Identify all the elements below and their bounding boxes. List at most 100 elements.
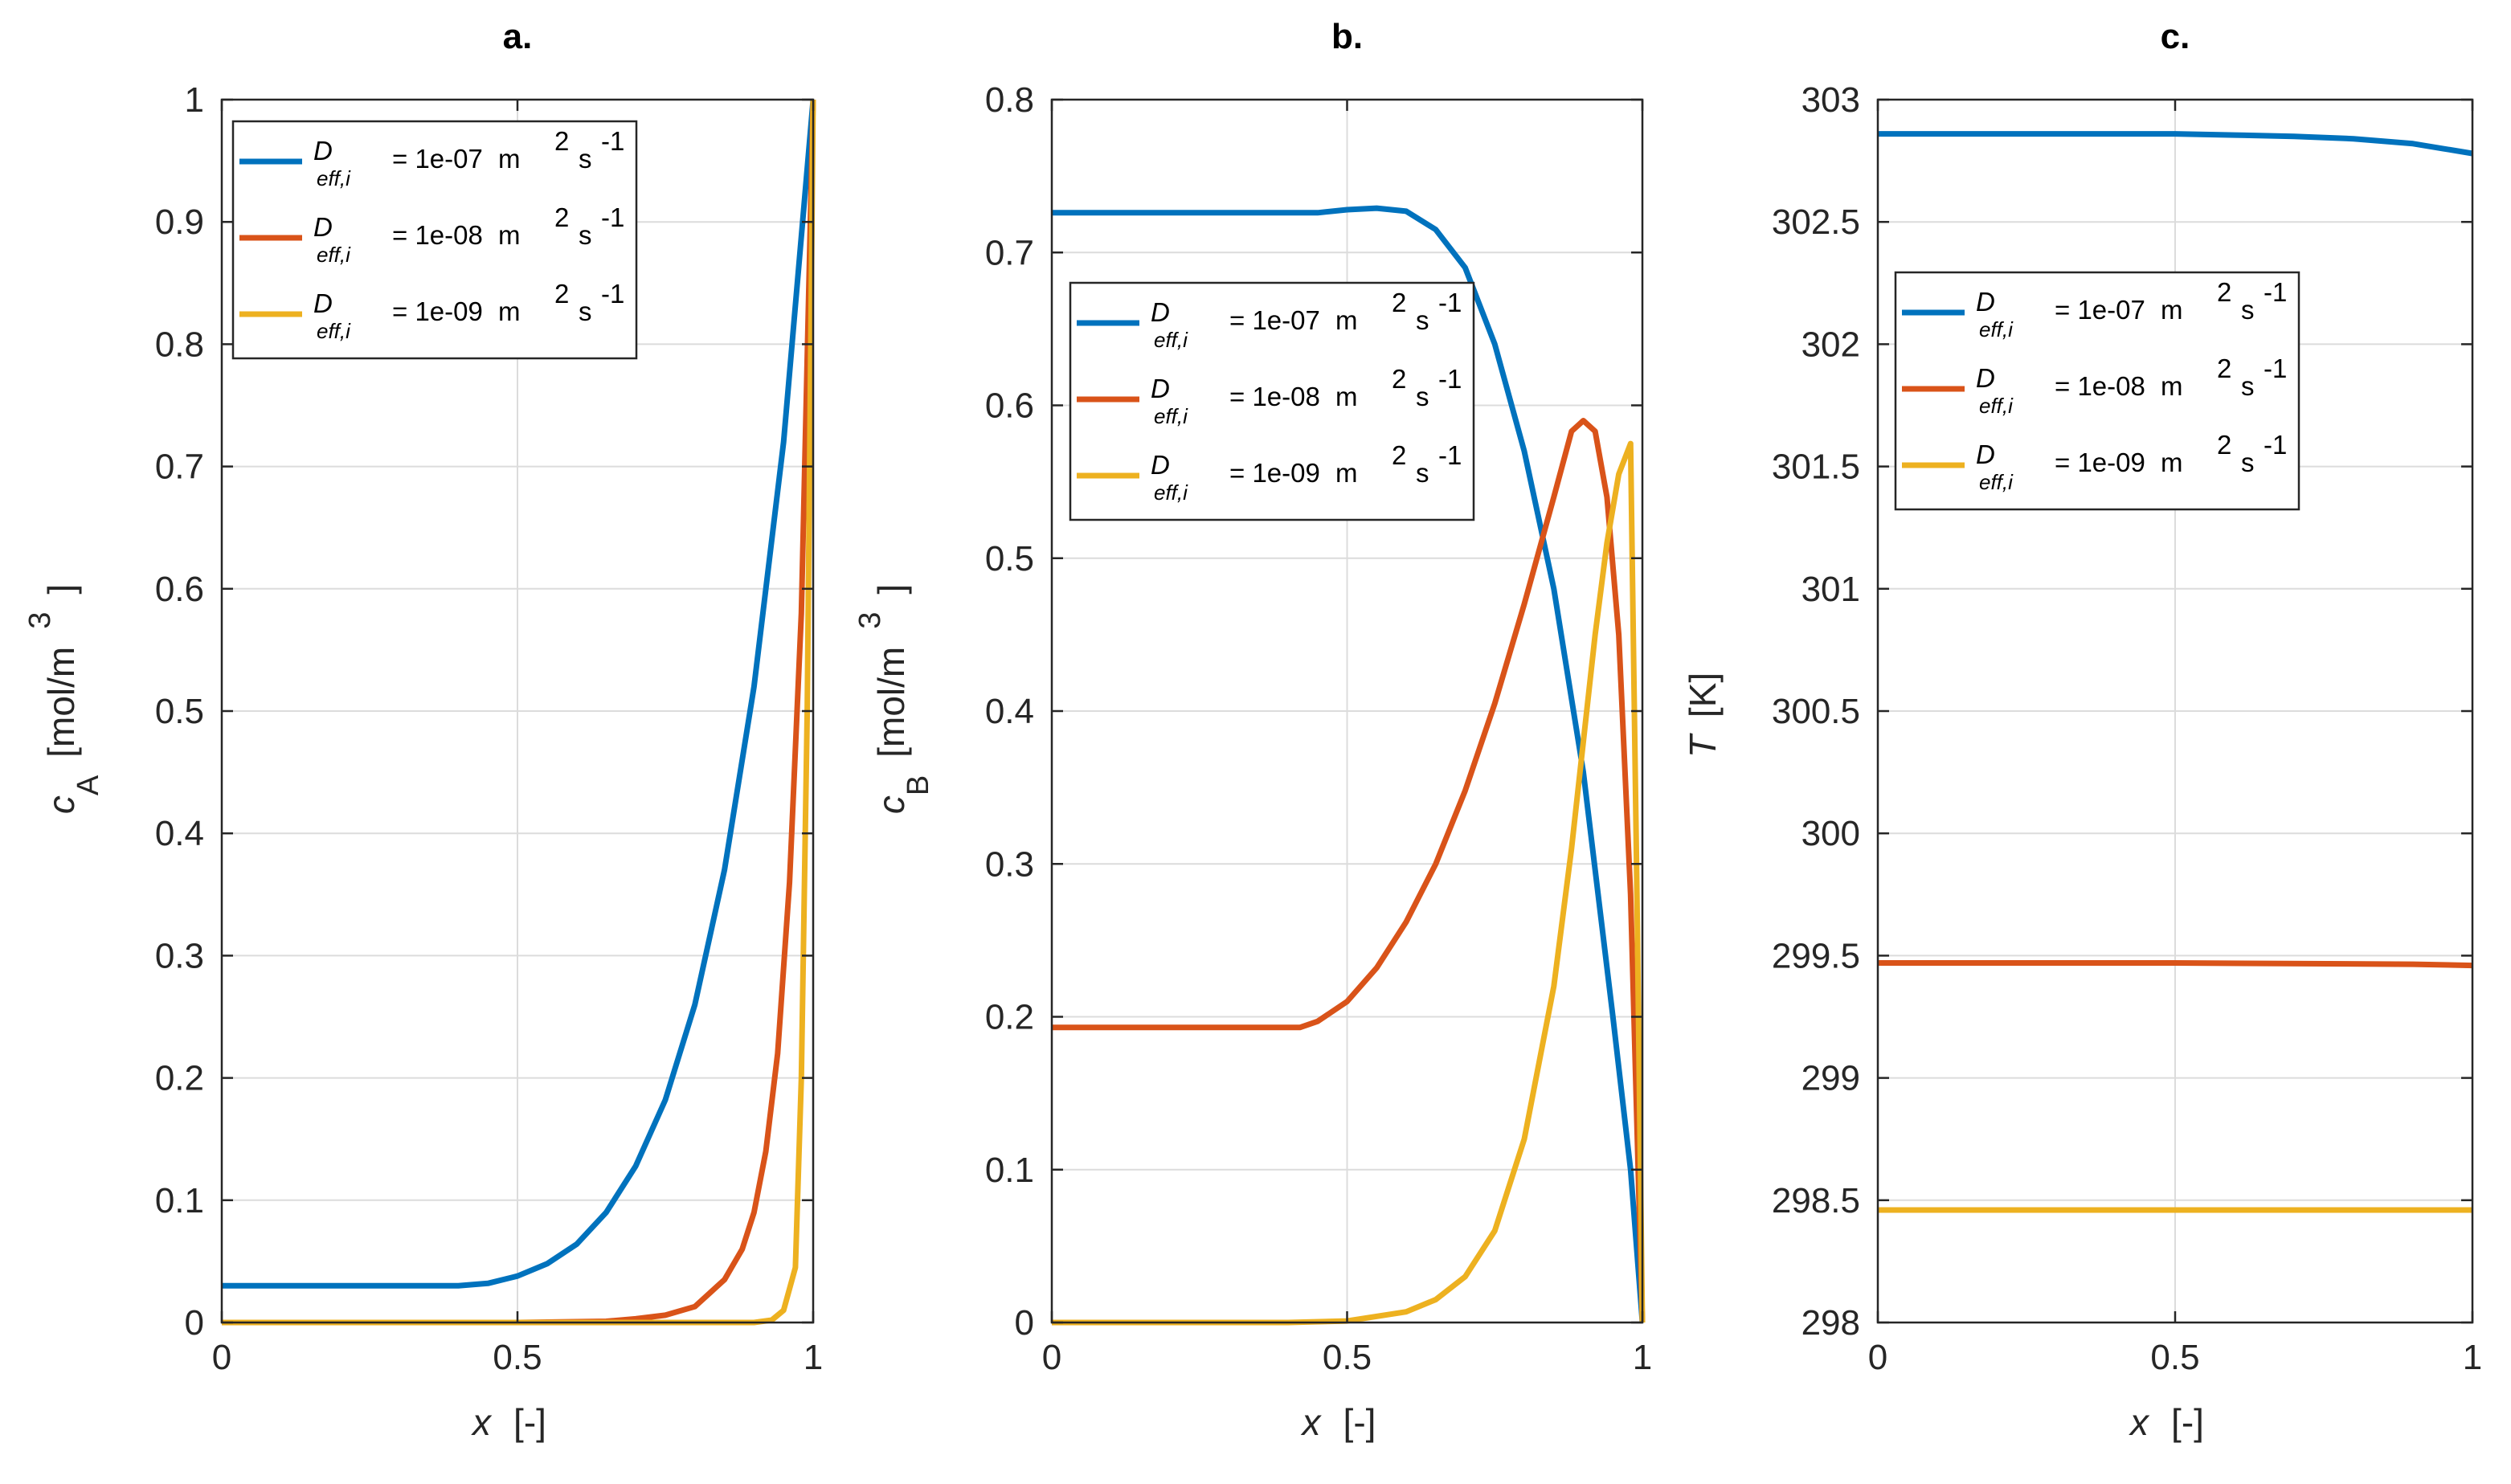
legend-value: = 1e-09 [392,296,483,326]
legend-d-letter: D [1151,374,1170,403]
y-tick-label: 0.8 [985,80,1034,120]
legend-d-sub: eff,i [317,166,351,190]
series-line-1 [1052,205,1646,1323]
y-tick-label: 298 [1801,1303,1860,1343]
legend-sup-neg1: -1 [2264,277,2287,307]
legend-sup-neg1: -1 [1438,364,1462,394]
legend-d-sub: eff,i [1154,480,1188,505]
legend-d-sub: eff,i [317,319,351,343]
y-axis-sup: 3 [853,612,887,629]
legend-sup-neg1: -1 [2264,430,2287,460]
legend-value: = 1e-08 [1229,382,1320,411]
legend-sup-2: 2 [2217,430,2231,460]
y-tick-label: 303 [1801,80,1860,120]
legend-sup-2: 2 [2217,354,2231,383]
legend-d-letter: D [313,212,333,242]
y-tick-label: 0.5 [155,692,204,731]
x-axis-unit: [-] [2171,1401,2204,1443]
legend-d-sub: eff,i [1979,317,2014,341]
legend-sup-neg1: -1 [601,126,624,156]
legend-d-letter: D [1151,297,1170,327]
y-axis-close: ] [870,584,912,595]
legend-unit-s: s [2241,448,2255,477]
legend-sup-2: 2 [1392,364,1406,394]
legend-d-sub: eff,i [1979,470,2014,494]
x-tick-label: 0.5 [1323,1338,1372,1377]
legend-value: = 1e-09 [1229,458,1320,488]
legend-sup-neg1: -1 [601,202,624,232]
legend-unit-s: s [1416,305,1429,335]
y-tick-label: 0.3 [985,844,1034,884]
y-tick-label: 0.9 [155,202,204,242]
y-tick-label: 0.4 [985,692,1034,731]
legend-sup-2: 2 [554,279,569,309]
y-axis-sub: A [72,775,105,795]
legend-unit-s: s [1416,458,1429,488]
y-axis-unit: [mol/m [870,647,912,758]
legend-d-letter: D [1151,450,1170,480]
y-tick-label: 300 [1801,814,1860,853]
y-tick-label: 0.6 [155,570,204,609]
legend-sup-2: 2 [1392,288,1406,317]
y-axis-sup: 3 [23,612,57,629]
x-tick-label: 0 [212,1338,231,1377]
x-tick-label: 1 [2463,1338,2482,1377]
legend-unit-s: s [579,220,592,250]
legend-unit-s: s [2241,295,2255,325]
y-axis-sub: B [902,775,935,795]
y-tick-label: 299 [1801,1059,1860,1098]
y-tick-label: 0.2 [155,1059,204,1098]
legend-d-letter: D [313,288,333,318]
y-tick-label: 0.4 [155,814,204,853]
x-axis-label: x [-] [2129,1401,2204,1443]
legend-value: = 1e-07 [392,144,483,174]
y-axis-var: T [1682,733,1724,758]
panel-title: c. [2161,17,2190,56]
legend-d-sub: eff,i [1154,328,1188,352]
legend-sup-neg1: -1 [2264,354,2287,383]
legend-value: = 1e-09 [2055,448,2145,477]
x-axis-unit: [-] [1343,1401,1376,1443]
y-tick-label: 0.1 [155,1181,204,1220]
legend-d-letter: D [1976,439,1995,469]
x-axis-label: x [-] [471,1401,546,1443]
y-tick-label: 302.5 [1772,202,1860,242]
y-tick-label: 0 [185,1303,204,1343]
x-tick-label: 0 [1868,1338,1887,1377]
y-tick-label: 300.5 [1772,692,1860,731]
y-axis-unit: [K] [1682,673,1724,717]
legend-value: = 1e-08 [2055,371,2145,401]
series-line-1 [1878,131,2473,157]
legend-unit-s: s [2241,371,2255,401]
x-axis-var: x [1301,1401,1323,1443]
legend-d-sub: eff,i [1154,404,1188,428]
legend-sup-neg1: -1 [1438,440,1462,470]
y-tick-label: 298.5 [1772,1181,1860,1220]
y-tick-label: 0.3 [155,936,204,975]
y-tick-label: 301.5 [1772,448,1860,487]
x-axis-var: x [2129,1401,2150,1443]
legend-unit-m: m [498,220,521,250]
legend-d-letter: D [1976,287,1995,317]
y-tick-label: 299.5 [1772,936,1860,975]
y-tick-label: 1 [185,80,204,120]
legend-value: = 1e-07 [1229,305,1320,335]
y-axis-label: T [K] [1682,673,1724,758]
y-axis-label: cB [mol/m 3] [853,584,935,814]
legend-sup-2: 2 [2217,277,2231,307]
legend-unit-m: m [1335,305,1358,335]
series-line-1 [222,99,816,1289]
x-axis-unit: [-] [513,1401,546,1443]
y-tick-label: 0.6 [985,386,1034,426]
legend-sup-2: 2 [554,126,569,156]
y-axis-var: c [870,795,912,814]
x-tick-label: 0 [1042,1338,1061,1377]
legend-value: = 1e-08 [392,220,483,250]
legend-d-letter: D [313,136,333,166]
legend-unit-s: s [579,296,592,326]
x-axis-var: x [471,1401,493,1443]
y-tick-label: 0.7 [985,233,1034,272]
